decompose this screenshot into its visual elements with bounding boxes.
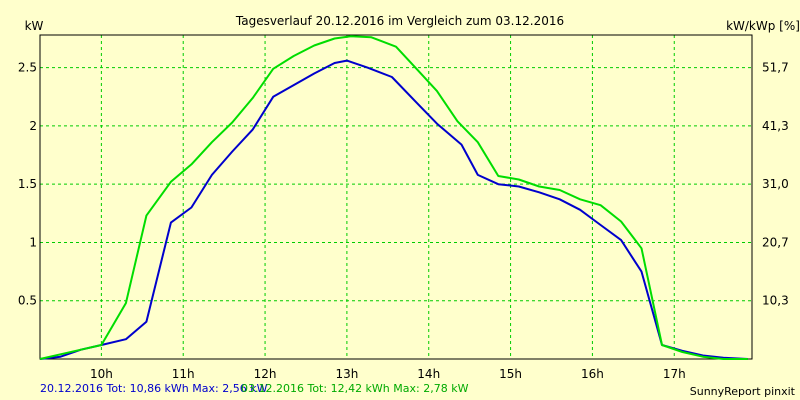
x-tick-label: 14h [417,367,440,381]
x-tick-label: 15h [499,367,522,381]
x-tick-label: 16h [581,367,604,381]
y-tick-label-left: 1 [29,235,37,249]
y-tick-label-left: 1.5 [18,177,37,191]
x-tick-label: 17h [663,367,686,381]
y-tick-label-right: 31,0 [762,177,789,191]
y-tick-label-right: 20,7 [762,235,789,249]
y-tick-label-right: 10,3 [762,294,789,308]
grid-layer [40,35,752,359]
series-line-1 [39,59,748,360]
y-tick-label-right: 51,7 [762,61,789,75]
chart-title: Tagesverlauf 20.12.2016 im Vergleich zum… [235,14,564,28]
credit-label: SunnyReport pinxit [690,385,796,398]
x-tick-label: 11h [172,367,195,381]
tick-label-layer: 10h 11h 12h 13h 14h 15h 16h 17h 0.5 10,3 1 20,7 1.5 3… [18,61,789,381]
legend-series-1: 20.12.2016 Tot: 10,86 kWh Max: 2,56 kW [40,382,268,395]
y-tick-label-left: 2 [29,119,37,133]
series-line-2 [39,35,748,360]
plot-frame [39,34,753,360]
y-tick-label-right: 41,3 [762,119,789,133]
x-tick-label: 12h [254,367,277,381]
y-axis-right-label: kW/kWp [%] [726,19,800,33]
x-tick-label: 13h [335,367,358,381]
x-tick-label: 10h [90,367,113,381]
y-axis-left-label: kW [25,19,44,33]
y-tick-label-left: 0.5 [18,294,37,308]
y-tick-label-left: 2.5 [18,61,37,75]
series-layer [39,35,748,360]
legend-series-2: 03.12.2016 Tot: 12,42 kWh Max: 2,78 kW [241,382,469,395]
